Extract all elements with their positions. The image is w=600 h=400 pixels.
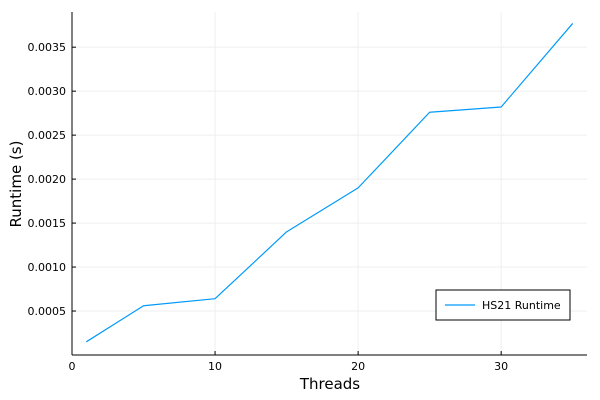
x-tick-label: 10: [208, 360, 222, 373]
legend: HS21 Runtime: [435, 289, 571, 321]
y-tick-label: 0.0035: [28, 41, 67, 54]
y-tick-label: 0.0010: [28, 261, 67, 274]
tick-labels: 0 10 20 30 0.0005 0.0010 0.0015 0.0020 0.0025 0.0…: [28, 41, 509, 373]
y-tick-label: 0.0005: [28, 305, 67, 318]
axes: [71, 12, 587, 356]
y-tick-label: 0.0030: [28, 85, 67, 98]
x-tick-label: 20: [351, 360, 365, 373]
series-line-hs21-runtime: [85, 23, 574, 343]
x-axis-title: Threads: [299, 375, 360, 393]
legend-label: HS21 Runtime: [482, 299, 561, 312]
y-tick-label: 0.0025: [28, 129, 67, 142]
grid-lines: [72, 12, 587, 355]
x-tick-label: 30: [494, 360, 508, 373]
y-axis-title: Runtime (s): [7, 141, 25, 228]
x-tick-label: 0: [69, 360, 76, 373]
y-tick-label: 0.0015: [28, 217, 67, 230]
y-tick-label: 0.0020: [28, 173, 67, 186]
series-layer: [85, 23, 574, 343]
